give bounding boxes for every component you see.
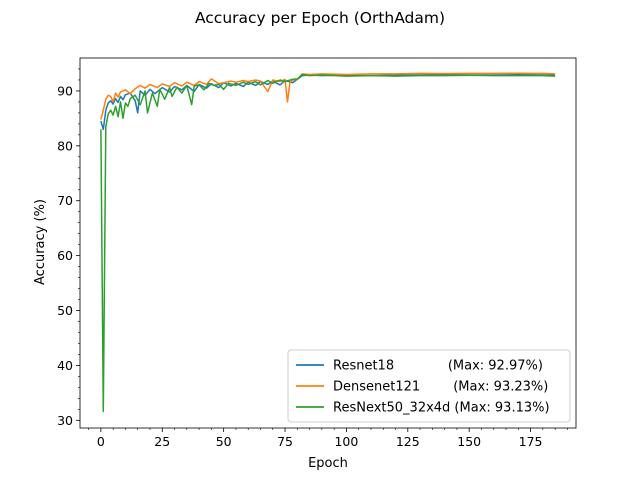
y-tick-label: 80 — [57, 138, 73, 153]
x-tick-label: 50 — [216, 434, 232, 449]
legend-entry: ResNext50_32x4d (Max: 93.13%) — [333, 401, 550, 416]
plot-area — [100, 72, 556, 413]
legend-entry: Densenet121 (Max: 93.23%) — [333, 380, 548, 395]
x-axis-label: Epoch — [308, 456, 348, 471]
x-tick-label: 125 — [396, 434, 420, 449]
legend: Resnet18 (Max: 92.97%) Densenet121 (Max: … — [287, 349, 571, 423]
series-line-densenet121 — [100, 72, 556, 120]
x-tick-label: 75 — [277, 434, 293, 449]
x-axis: 0 25 50 75 100 125 150 175 — [88, 428, 568, 449]
y-tick-label: 40 — [57, 358, 73, 373]
y-axis-label: Accuracy (%) — [33, 199, 48, 285]
legend-entry: Resnet18 (Max: 92.97%) — [333, 359, 543, 374]
series-line-resnext50-32x4d — [100, 73, 556, 413]
x-tick-label: 100 — [334, 434, 358, 449]
y-axis: 30 40 50 60 70 80 90 — [57, 68, 80, 428]
x-tick-label: 25 — [154, 434, 170, 449]
y-tick-label: 50 — [57, 303, 73, 318]
y-tick-label: 30 — [57, 413, 73, 428]
y-tick-label: 70 — [57, 193, 73, 208]
series-line-resnet18 — [100, 73, 556, 131]
plot-frame — [79, 57, 577, 429]
x-tick-label: 150 — [457, 434, 481, 449]
x-tick-label: 175 — [519, 434, 543, 449]
y-tick-label: 90 — [57, 83, 73, 98]
y-tick-label: 60 — [57, 248, 73, 263]
chart-title: Accuracy per Epoch (OrthAdam) — [195, 9, 445, 27]
x-tick-label: 0 — [97, 434, 105, 449]
legend-box — [287, 349, 571, 423]
